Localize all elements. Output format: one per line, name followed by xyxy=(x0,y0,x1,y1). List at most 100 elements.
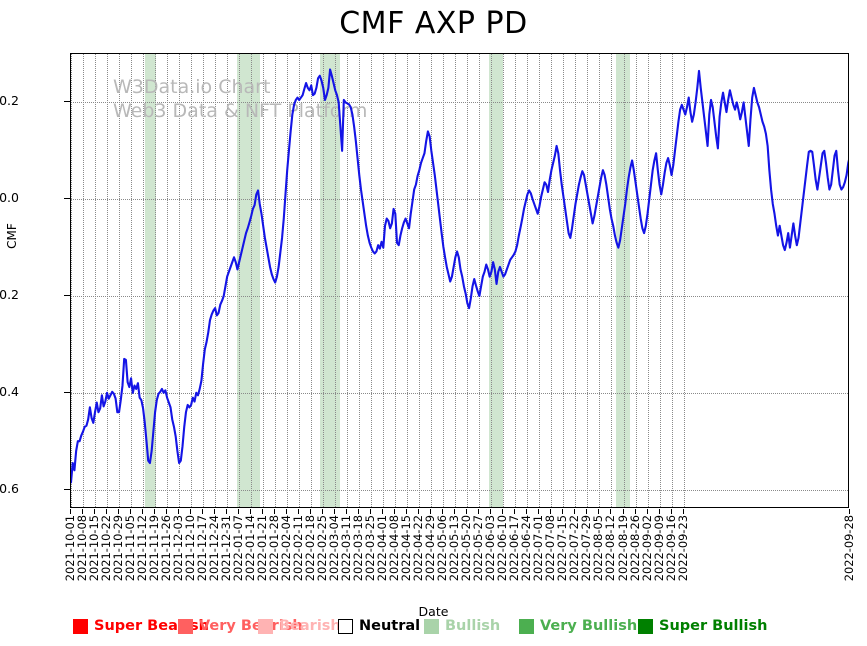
gridline-vertical xyxy=(575,54,577,507)
x-tick-mark xyxy=(238,509,240,514)
gridline-vertical xyxy=(335,54,337,507)
gridline-vertical xyxy=(383,54,385,507)
gridline-vertical xyxy=(551,54,553,507)
x-tick-mark xyxy=(526,509,528,514)
gridline-horizontal xyxy=(71,489,848,491)
legend-item-bearish[interactable]: Bearish xyxy=(258,618,341,634)
gridline-vertical xyxy=(311,54,313,507)
legend-swatch-icon xyxy=(638,618,653,634)
gridline-vertical xyxy=(203,54,205,507)
gridline-vertical xyxy=(227,54,229,507)
gridline-vertical xyxy=(611,54,613,507)
band-bullish-0 xyxy=(145,54,157,507)
gridline-vertical xyxy=(155,54,157,507)
x-tick-mark xyxy=(226,509,228,514)
legend-item-super-bullish[interactable]: Super Bullish xyxy=(638,618,767,634)
x-tick-mark xyxy=(490,509,492,514)
x-tick-mark xyxy=(142,509,144,514)
x-tick-mark xyxy=(298,509,300,514)
legend-swatch-icon xyxy=(424,618,439,634)
x-tick-mark xyxy=(406,509,408,514)
gridline-vertical xyxy=(479,54,481,507)
legend-swatch-icon xyxy=(338,618,353,634)
gridline-vertical xyxy=(71,54,72,507)
y-tick-label: 0.0 xyxy=(0,190,19,206)
gridline-vertical xyxy=(431,54,433,507)
legend-item-bullish[interactable]: Bullish xyxy=(424,618,500,634)
gridline-vertical xyxy=(83,54,84,507)
x-tick-mark xyxy=(442,509,444,514)
x-tick-mark xyxy=(418,509,420,514)
x-tick-mark xyxy=(130,509,132,514)
gridline-vertical xyxy=(503,54,505,507)
x-tick-mark xyxy=(370,509,372,514)
legend-label: Bearish xyxy=(279,618,341,634)
x-tick-label: 2022-09-28 xyxy=(842,515,856,582)
gridline-vertical xyxy=(647,54,649,507)
legend-swatch-icon xyxy=(178,618,193,634)
gridline-vertical xyxy=(563,54,565,507)
x-tick-mark xyxy=(538,509,540,514)
gridline-horizontal xyxy=(71,199,848,201)
x-tick-mark xyxy=(574,509,576,514)
gridline-vertical xyxy=(659,54,661,507)
gridline-vertical xyxy=(443,54,445,507)
x-tick-mark xyxy=(274,509,276,514)
legend-label: Neutral xyxy=(359,618,421,634)
y-tick-mark xyxy=(64,101,70,103)
legend-item-very-bearish[interactable]: Very Bearish xyxy=(178,618,303,634)
gridline-vertical xyxy=(131,54,133,507)
gridline-vertical xyxy=(683,54,685,507)
legend: Super Bearish Very Bearish Bearish Neutral B… xyxy=(0,618,867,642)
y-tick-label: 0.2 xyxy=(0,93,19,109)
y-tick-mark xyxy=(64,488,70,490)
y-tick-label: −0.4 xyxy=(0,383,19,399)
gridline-vertical xyxy=(179,54,181,507)
x-tick-mark xyxy=(250,509,252,514)
x-tick-mark xyxy=(634,509,636,514)
gridline-vertical xyxy=(287,54,289,507)
x-tick-mark xyxy=(94,509,96,514)
x-tick-mark xyxy=(466,509,468,514)
gridline-vertical xyxy=(527,54,529,507)
gridline-vertical xyxy=(671,54,673,507)
legend-swatch-icon xyxy=(73,618,88,634)
x-tick-mark xyxy=(178,509,180,514)
x-tick-mark xyxy=(70,509,71,514)
gridline-vertical xyxy=(323,54,325,507)
x-axis-ticks: 2021-10-01 2021-10-08 2021-10-15 2021-10-22… xyxy=(0,509,867,609)
x-tick-mark xyxy=(550,509,552,514)
gridline-vertical xyxy=(107,54,109,507)
x-axis-label: Date xyxy=(418,604,449,619)
y-tick-mark xyxy=(64,198,70,200)
legend-item-neutral[interactable]: Neutral xyxy=(338,618,420,634)
x-tick-mark xyxy=(610,509,612,514)
x-tick-mark xyxy=(598,509,600,514)
gridline-vertical xyxy=(395,54,397,507)
legend-swatch-icon xyxy=(519,618,534,634)
gridline-horizontal xyxy=(71,102,848,104)
gridline-vertical xyxy=(119,54,121,507)
x-tick-mark xyxy=(262,509,264,514)
legend-label: Bullish xyxy=(445,618,501,634)
gridline-vertical xyxy=(251,54,253,507)
legend-item-very-bullish[interactable]: Very Bullish xyxy=(519,618,637,634)
x-tick-mark xyxy=(334,509,336,514)
gridline-vertical xyxy=(515,54,517,507)
x-tick-mark xyxy=(286,509,288,514)
gridline-vertical xyxy=(635,54,637,507)
gridline-vertical xyxy=(371,54,373,507)
x-tick-mark xyxy=(214,509,216,514)
x-tick-mark xyxy=(502,509,504,514)
gridline-vertical xyxy=(167,54,169,507)
y-tick-mark xyxy=(64,295,70,297)
x-tick-mark xyxy=(478,509,480,514)
cmf-line-series xyxy=(71,68,848,484)
gridline-horizontal xyxy=(71,296,848,298)
x-tick-mark xyxy=(166,509,168,514)
x-tick-mark xyxy=(310,509,312,514)
x-tick-mark xyxy=(118,509,120,514)
gridline-vertical xyxy=(587,54,589,507)
x-tick-mark xyxy=(646,509,648,514)
